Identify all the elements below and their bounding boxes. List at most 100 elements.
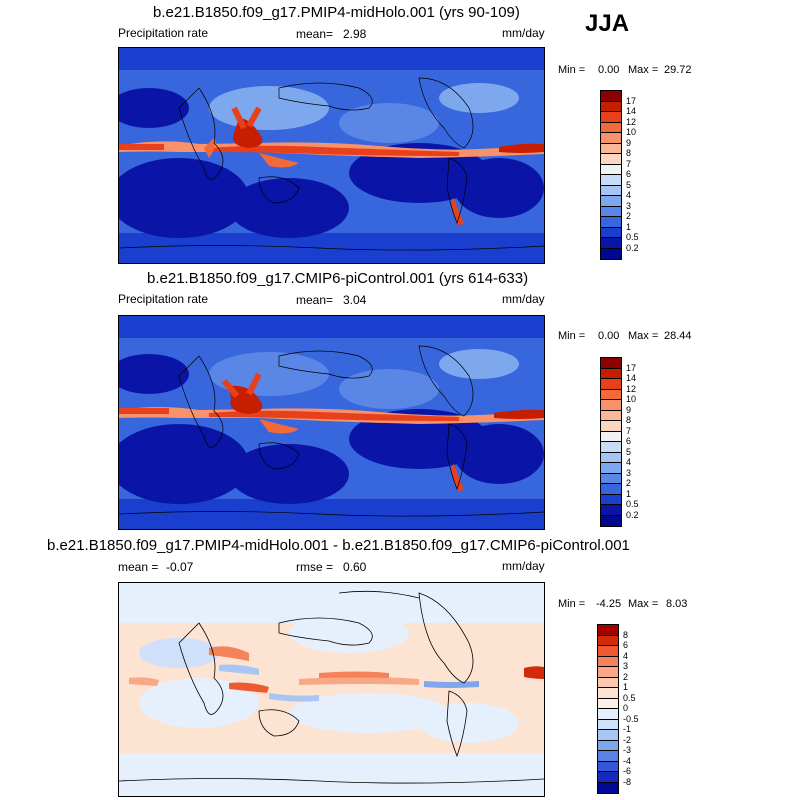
colorbar-tick-label: 14 bbox=[626, 373, 637, 383]
colorbar-cell bbox=[601, 185, 621, 196]
colorbar-cell bbox=[601, 101, 621, 112]
panel-3-title: b.e21.B1850.f09_g17.PMIP4-midHolo.001 - … bbox=[47, 537, 630, 554]
colorbar-tick-label: 6 bbox=[626, 169, 632, 179]
colorbar-cell bbox=[601, 463, 621, 474]
colorbar-tick-label: 2 bbox=[626, 478, 632, 488]
colorbar-cell bbox=[601, 143, 621, 154]
colorbar-tick-label: 0 bbox=[623, 703, 629, 713]
colorbar-tick-label: 8 bbox=[623, 629, 629, 640]
colorbar-tick-label: 12 bbox=[626, 383, 637, 394]
colorbar-cell bbox=[598, 772, 618, 783]
panel-2-max-label: Max = bbox=[628, 330, 659, 342]
colorbar-tick-label: 4 bbox=[626, 457, 632, 467]
panel-2-precip-field bbox=[119, 316, 544, 529]
colorbar-cell bbox=[601, 227, 621, 238]
colorbar-cell bbox=[601, 452, 621, 463]
colorbar-tick-label: 14 bbox=[626, 106, 637, 116]
panel-1-map bbox=[118, 47, 545, 264]
season-label: JJA bbox=[585, 10, 630, 37]
colorbar-cell bbox=[601, 238, 621, 249]
colorbar-cell bbox=[598, 667, 618, 678]
colorbar-tick-label: 4 bbox=[626, 190, 632, 200]
colorbar-cell bbox=[598, 677, 618, 688]
colorbar-cell bbox=[601, 410, 621, 421]
colorbar-cell bbox=[598, 751, 618, 762]
colorbar-tick-label: -6 bbox=[623, 766, 632, 776]
panel-3-map bbox=[118, 582, 545, 797]
colorbar-tick-label: 8 bbox=[626, 415, 632, 425]
panel-3-difference-field bbox=[119, 583, 544, 796]
colorbar-cell bbox=[601, 196, 621, 207]
panel-3-rmse-value: 0.60 bbox=[343, 560, 367, 574]
colorbar-tick-label: 9 bbox=[626, 404, 632, 415]
colorbar-tick-label: 17 bbox=[626, 95, 637, 106]
panel-2-max-value: 28.44 bbox=[664, 330, 692, 342]
colorbar-cell bbox=[598, 730, 618, 741]
panel-3-rmse-label: rmse = bbox=[296, 560, 334, 574]
colorbar-cell bbox=[598, 719, 618, 730]
colorbar-cell bbox=[601, 206, 621, 217]
colorbar-tick-label: 12 bbox=[626, 116, 637, 127]
colorbar-cell bbox=[601, 358, 621, 369]
panel-1-max-label: Max = bbox=[628, 64, 659, 76]
panel-3-min-label: Min = bbox=[558, 598, 586, 610]
panel-1-mean-value: 2.98 bbox=[343, 27, 367, 41]
colorbar-tick-label: 0.5 bbox=[626, 499, 639, 509]
panel-2-mean-label: mean= bbox=[296, 293, 334, 307]
colorbar-tick-label: 3 bbox=[623, 661, 629, 671]
colorbar-tick-label: 5 bbox=[626, 179, 632, 190]
colorbar-tick-label: 6 bbox=[623, 640, 629, 650]
panel-2-min-value: 0.00 bbox=[598, 330, 620, 342]
colorbar-cell bbox=[598, 635, 618, 646]
panel-1-mean-label: mean= bbox=[296, 27, 334, 41]
colorbar-cell bbox=[601, 122, 621, 133]
colorbar-cell bbox=[601, 515, 621, 526]
panel-3-mean-value: -0.07 bbox=[166, 560, 194, 574]
colorbar-cell bbox=[601, 379, 621, 390]
colorbar-cell bbox=[601, 91, 621, 102]
colorbar-tick-label: 3 bbox=[626, 467, 632, 478]
panel-2-min-label: Min = bbox=[558, 330, 586, 342]
colorbar-tick-label: 10 bbox=[626, 127, 637, 137]
colorbar-tick-label: 7 bbox=[626, 158, 632, 169]
colorbar-cell bbox=[601, 175, 621, 186]
panel-2-colorbar bbox=[600, 357, 622, 527]
panel-3-colorbar bbox=[597, 624, 619, 794]
colorbar-cell bbox=[598, 709, 618, 720]
colorbar-cell bbox=[601, 154, 621, 165]
colorbar-cell bbox=[598, 688, 618, 699]
colorbar-cell bbox=[598, 740, 618, 751]
colorbar-cell bbox=[601, 442, 621, 453]
panel-3-max-label: Max = bbox=[628, 598, 659, 610]
colorbar-tick-label: -3 bbox=[623, 745, 632, 755]
panel-1-units: mm/day bbox=[502, 26, 545, 40]
colorbar-cell bbox=[601, 473, 621, 484]
panel-1-max-value: 29.72 bbox=[664, 64, 692, 76]
colorbar-cell bbox=[598, 656, 618, 667]
colorbar-cell bbox=[601, 164, 621, 175]
colorbar-tick-label: -4 bbox=[623, 755, 632, 766]
colorbar-cell bbox=[601, 112, 621, 123]
panel-1-variable-label: Precipitation rate bbox=[118, 26, 209, 40]
panel-1-colorbar bbox=[600, 90, 622, 260]
colorbar-tick-label: 9 bbox=[626, 137, 632, 148]
colorbar-cell bbox=[601, 484, 621, 495]
colorbar-tick-label: 2 bbox=[623, 671, 629, 682]
colorbar-tick-label: 4 bbox=[623, 650, 629, 661]
panel-3-units: mm/day bbox=[502, 559, 545, 573]
panel-2-variable-label: Precipitation rate bbox=[118, 292, 209, 306]
panel-2-units: mm/day bbox=[502, 292, 545, 306]
colorbar-cell bbox=[601, 248, 621, 259]
panel-3-min-value: -4.25 bbox=[596, 598, 622, 610]
colorbar-tick-label: 6 bbox=[626, 436, 632, 446]
colorbar-tick-label: 0.2 bbox=[626, 509, 639, 520]
colorbar-tick-label: 1 bbox=[626, 488, 632, 499]
colorbar-tick-label: -0.5 bbox=[623, 713, 639, 724]
colorbar-tick-label: 8 bbox=[626, 148, 632, 158]
colorbar-tick-label: 2 bbox=[626, 211, 632, 221]
colorbar-tick-label: -8 bbox=[623, 776, 632, 787]
colorbar-tick-label: 10 bbox=[626, 394, 637, 404]
colorbar-cell bbox=[601, 400, 621, 411]
colorbar-tick-label: 0.2 bbox=[626, 242, 639, 253]
colorbar-tick-label: 3 bbox=[626, 200, 632, 211]
